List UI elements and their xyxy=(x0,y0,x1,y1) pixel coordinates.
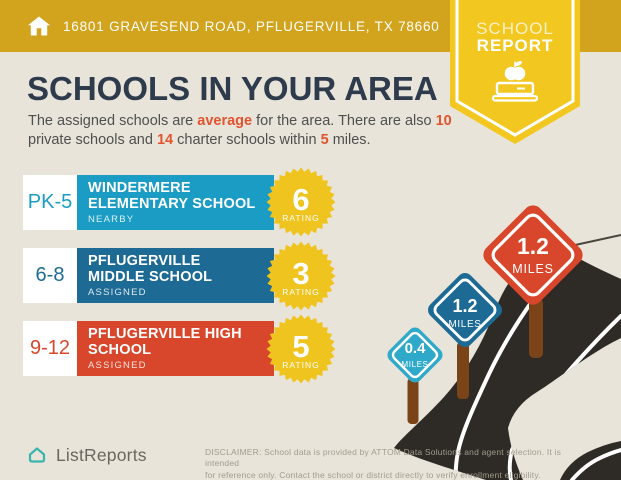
book-icon xyxy=(491,81,539,102)
school-status: NEARBY xyxy=(88,214,135,226)
disclaimer: DISCLAIMER: School data is provided by A… xyxy=(205,447,567,480)
school-status: ASSIGNED xyxy=(88,287,147,299)
distance-sign-medium: 1.2 MILES xyxy=(428,273,502,347)
school-bar: PFLUGERVILLE MIDDLE SCHOOL ASSIGNED xyxy=(77,248,274,303)
badge-line2: REPORT xyxy=(477,36,554,55)
sign-unit: MILES xyxy=(512,262,554,276)
rating-value: 3 xyxy=(292,256,309,291)
distance-sign-small: 0.4 MILES xyxy=(387,327,443,383)
subtitle-line1: The assigned schools are average for the… xyxy=(28,113,452,129)
rating-label: RATING xyxy=(282,287,319,297)
school-row: 9-12 PFLUGERVILLE HIGH SCHOOL ASSIGNED xyxy=(23,321,274,376)
school-status: ASSIGNED xyxy=(88,360,147,372)
grade-range: 9-12 xyxy=(23,321,77,376)
property-address: 16801 GRAVESEND ROAD, PFLUGERVILLE, TX 7… xyxy=(63,18,440,34)
grade-range: 6-8 xyxy=(23,248,77,303)
rating-badge: 6 RATING xyxy=(266,167,336,237)
rating-value: 6 xyxy=(292,182,309,217)
rating-label: RATING xyxy=(282,360,319,370)
disclaimer-line2: for reference only. Contact the school o… xyxy=(205,469,541,480)
school-bar: WINDERMERE ELEMENTARY SCHOOL NEARBY xyxy=(77,175,274,230)
sign-distance: 1.2 xyxy=(517,233,549,259)
distance-sign-large: 1.2 MILES xyxy=(483,205,583,305)
rating-label: RATING xyxy=(282,213,319,223)
rating-badge: 5 RATING xyxy=(266,314,336,384)
road-graphic: 0.4 MILES 1.2 MILES 1.2 MILES xyxy=(387,205,621,480)
school-name: WINDERMERE ELEMENTARY SCHOOL xyxy=(88,179,256,212)
badge-line1: SCHOOL xyxy=(476,19,554,38)
road-surface xyxy=(394,242,621,480)
subtitle: The assigned schools are average for the… xyxy=(28,112,468,150)
brand-name: ListReports xyxy=(56,444,147,465)
brand-logo: ListReports xyxy=(26,444,147,466)
sign-distance: 0.4 xyxy=(405,340,427,357)
listreports-house-icon xyxy=(28,447,46,463)
school-name: PFLUGERVILLE MIDDLE SCHOOL xyxy=(88,252,213,285)
sign-posts xyxy=(407,298,543,424)
school-row: 6-8 PFLUGERVILLE MIDDLE SCHOOL ASSIGNED xyxy=(23,248,274,303)
school-bar: PFLUGERVILLE HIGH SCHOOL ASSIGNED xyxy=(77,321,274,376)
school-report-badge: SCHOOL REPORT xyxy=(450,0,580,144)
sign-unit: MILES xyxy=(401,360,428,369)
disclaimer-line1: DISCLAIMER: School data is provided by A… xyxy=(205,447,562,469)
home-icon xyxy=(28,16,50,36)
school-row: PK-5 WINDERMERE ELEMENTARY SCHOOL NEARBY xyxy=(23,175,274,230)
page-title: SCHOOLS IN YOUR AREA xyxy=(27,70,438,107)
apple-icon xyxy=(504,60,526,81)
school-name: PFLUGERVILLE HIGH SCHOOL xyxy=(88,325,242,358)
grade-range: PK-5 xyxy=(23,175,77,230)
rating-value: 5 xyxy=(292,329,309,364)
rating-badge: 3 RATING xyxy=(266,241,336,311)
sign-distance: 1.2 xyxy=(452,296,477,316)
subtitle-line2: private schools and 14 charter schools w… xyxy=(28,132,371,149)
sign-unit: MILES xyxy=(448,319,481,330)
